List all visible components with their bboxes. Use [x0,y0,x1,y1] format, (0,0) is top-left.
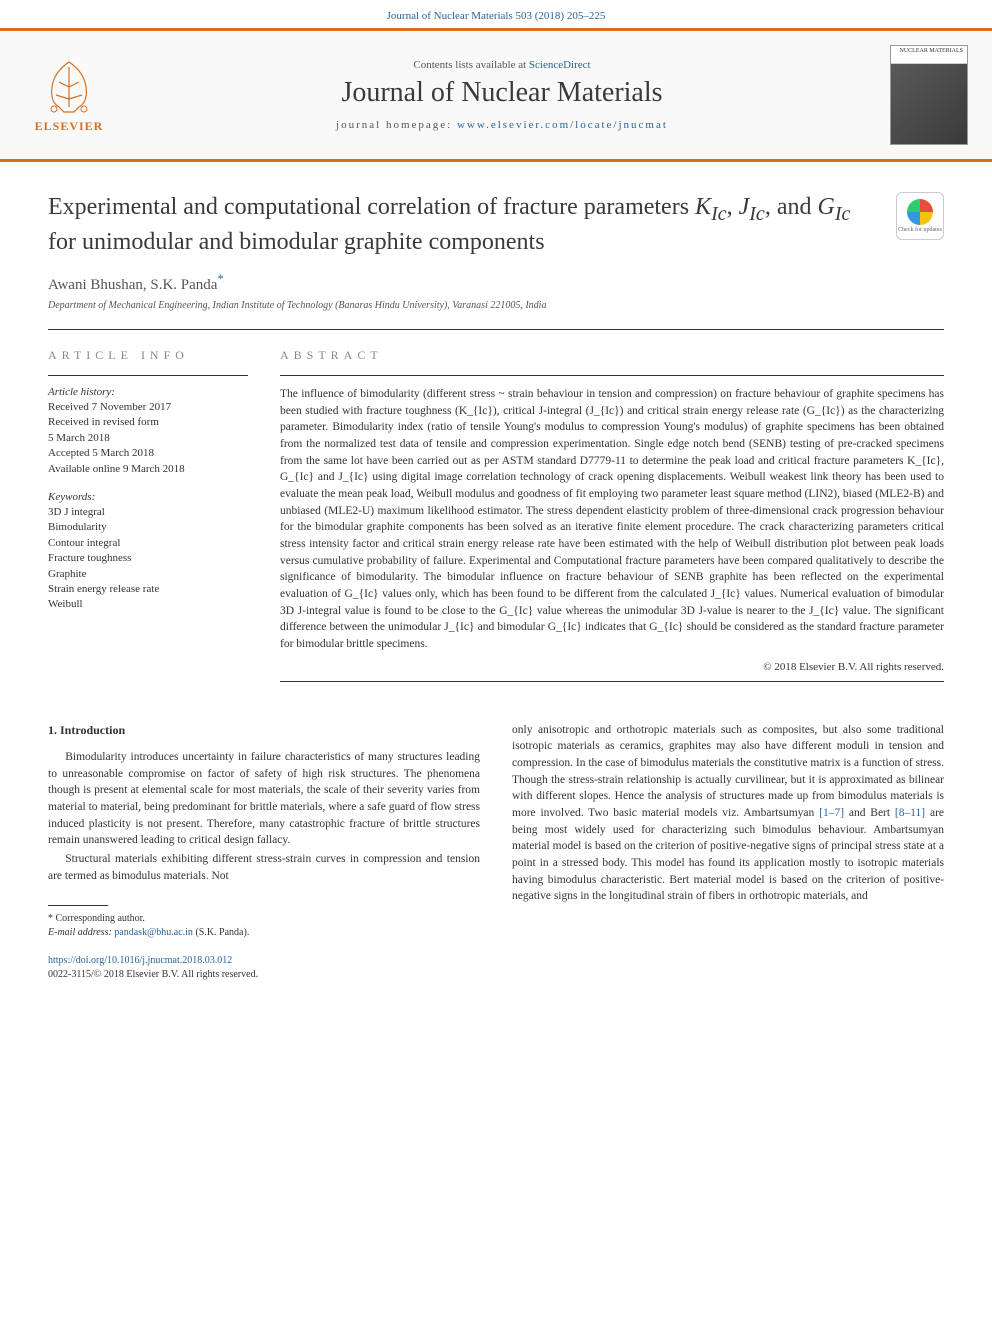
article-title: Experimental and computational correlati… [48,192,876,258]
masthead-center: Contents lists available at ScienceDirec… [134,59,870,131]
info-divider [48,375,248,376]
elsevier-tree-icon [34,57,104,117]
keywords-block: Keywords: 3D J integral Bimodularity Con… [48,491,248,613]
divider [48,329,944,330]
authors: Awani Bhushan, S.K. Panda* [48,272,944,294]
abstract-divider-top [280,375,944,376]
intro-paragraph-1: Bimodularity introduces uncertainty in f… [48,749,480,849]
footnote-divider [48,905,108,906]
masthead: ELSEVIER Contents lists available at Sci… [0,28,992,162]
abstract-column: ABSTRACT The influence of bimodularity (… [280,348,944,682]
journal-title: Journal of Nuclear Materials [134,77,870,109]
elsevier-logo[interactable]: ELSEVIER [24,50,114,140]
ref-link-8-11[interactable]: [8–11] [895,807,925,819]
homepage-url[interactable]: www.elsevier.com/locate/jnucmat [457,119,668,131]
article-info-heading: ARTICLE INFO [48,348,248,363]
intro-paragraph-2: Structural materials exhibiting differen… [48,851,480,884]
body-left-column: 1. Introduction Bimodularity introduces … [48,722,480,982]
article-info-column: ARTICLE INFO Article history: Received 7… [48,348,248,682]
corresponding-author-note: * Corresponding author. [48,912,480,926]
cover-thumb-image [891,64,967,144]
crossmark-badge[interactable]: Check for updates [896,192,944,240]
publisher-name: ELSEVIER [35,119,104,134]
affiliation: Department of Mechanical Engineering, In… [48,300,944,311]
email-line: E-mail address: pandask@bhu.ac.in (S.K. … [48,926,480,940]
abstract-heading: ABSTRACT [280,348,944,363]
corresponding-mark[interactable]: * [217,272,223,286]
doi-link[interactable]: https://doi.org/10.1016/j.jnucmat.2018.0… [48,954,480,968]
contents-available: Contents lists available at ScienceDirec… [134,59,870,71]
article-history: Article history: Received 7 November 201… [48,386,248,477]
crossmark-icon [907,199,933,225]
abstract-divider-bottom [280,681,944,682]
body-right-column: only anisotropic and orthotropic materia… [512,722,944,982]
ref-link-1-7[interactable]: [1–7] [819,807,844,819]
sciencedirect-link[interactable]: ScienceDirect [529,59,591,71]
journal-cover-thumb[interactable]: NUCLEAR MATERIALS [890,45,968,145]
header-citation[interactable]: Journal of Nuclear Materials 503 (2018) … [0,0,992,28]
footer-copyright: 0022-3115/© 2018 Elsevier B.V. All right… [48,968,480,983]
abstract-text: The influence of bimodularity (different… [280,386,944,653]
journal-homepage: journal homepage: www.elsevier.com/locat… [134,119,870,131]
email-link[interactable]: pandask@bhu.ac.in [114,927,193,938]
abstract-copyright: © 2018 Elsevier B.V. All rights reserved… [280,661,944,673]
introduction-heading: 1. Introduction [48,722,480,739]
cover-thumb-label: NUCLEAR MATERIALS [891,46,967,64]
intro-paragraph-cont: only anisotropic and orthotropic materia… [512,722,944,905]
